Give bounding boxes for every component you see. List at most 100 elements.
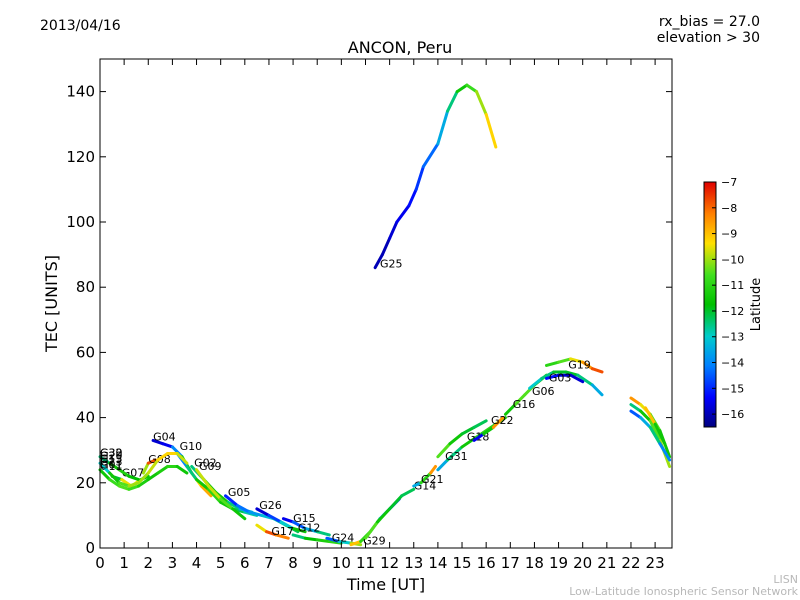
series-segment: [448, 432, 464, 446]
y-axis-label: TEC [UNITS]: [42, 255, 61, 353]
series-segment: [325, 536, 341, 543]
series-segment: [146, 471, 160, 482]
series-segment: [195, 468, 211, 488]
series-segment: [98, 468, 112, 482]
y-tick-label: 140: [66, 83, 95, 101]
x-tick-label: 19: [549, 554, 568, 572]
series-segment: [446, 445, 464, 462]
series-segment: [643, 406, 657, 426]
series-segment: [436, 442, 452, 459]
series-segment: [629, 396, 643, 407]
series-G10: G10: [175, 440, 259, 517]
series-segment: [407, 187, 418, 208]
series-segment: [199, 484, 213, 498]
series-segment: [503, 403, 517, 416]
series-segment: [291, 520, 307, 530]
date-label: 2013/04/16: [40, 18, 121, 34]
series-segment: [429, 465, 437, 475]
series-segment: [581, 360, 594, 371]
x-tick-label: 0: [95, 554, 105, 572]
y-tick-label: 40: [76, 409, 95, 427]
series-label-G20: G20: [100, 450, 123, 463]
colorbar-tick-label: −12: [721, 305, 744, 318]
series-G09: G09: [195, 460, 247, 521]
series-segment: [540, 370, 556, 380]
x-axis-label: Time [UT]: [346, 575, 425, 594]
x-tick-label: 10: [332, 554, 351, 572]
series-segment: [108, 478, 121, 488]
series-segment: [185, 465, 199, 482]
series-segment: [629, 403, 643, 413]
credit: LISN Low-Latitude Ionospheric Sensor Net…: [569, 574, 798, 598]
x-tick-label: 22: [621, 554, 640, 572]
series-label-G01: G01: [100, 459, 123, 472]
series-label-G03: G03: [549, 372, 572, 385]
series-segment: [207, 487, 223, 504]
series-segment: [161, 442, 174, 449]
series-segment: [303, 536, 319, 542]
x-tick-label: 5: [216, 554, 226, 572]
series-segment: [373, 253, 384, 270]
series-track-28: [629, 409, 672, 462]
series-label-G21: G21: [421, 473, 444, 486]
series-segment: [231, 507, 247, 521]
series-segment: [291, 526, 307, 534]
series-label-G15: G15: [293, 512, 316, 525]
series-segment: [337, 539, 353, 545]
series-label-G29: G29: [363, 535, 386, 548]
x-tick-label: 2: [143, 554, 153, 572]
series-segment: [274, 533, 290, 540]
series-label-G32: G32: [100, 447, 123, 460]
series-segment: [455, 83, 469, 94]
series-segment: [658, 442, 672, 462]
series-segment: [564, 370, 580, 377]
series-label-G24: G24: [332, 531, 355, 544]
colorbar-tick-label: −13: [721, 331, 744, 344]
series-segment: [465, 83, 479, 94]
series-label-G04: G04: [153, 430, 176, 443]
series-segment: [472, 432, 486, 442]
y-tick-label: 0: [85, 539, 95, 557]
series-segment: [400, 487, 416, 498]
x-tick-label: 20: [573, 554, 592, 572]
series-label-G13: G13: [100, 453, 123, 466]
series-segment: [590, 367, 604, 374]
x-tick-label: 23: [646, 554, 665, 572]
series-segment: [195, 478, 211, 491]
series-label-G02: G02: [194, 457, 217, 470]
series-G17: G17: [255, 523, 294, 540]
series-segment: [175, 451, 189, 465]
bias-info: rx_bias = 27.0 elevation > 30: [657, 14, 760, 46]
series-segment: [141, 461, 150, 475]
series-segment: [513, 393, 527, 407]
chart-title: ANCON, Peru: [347, 38, 453, 57]
series-segment: [224, 494, 240, 508]
series-segment: [639, 416, 652, 429]
series-track-29: [643, 406, 667, 446]
series-G19: G19: [544, 357, 604, 374]
series-segment: [226, 500, 242, 511]
series-segment: [117, 468, 131, 478]
y-tick-label: 80: [76, 278, 95, 296]
series-segment: [267, 513, 283, 524]
series-segment: [146, 458, 160, 475]
series-segment: [528, 376, 544, 390]
series-segment: [291, 533, 307, 540]
series-segment: [151, 438, 165, 446]
elevation-text: elevation > 30: [656, 30, 760, 46]
x-tick-label: 6: [240, 554, 250, 572]
series-G06: G06: [528, 370, 604, 398]
series-segment: [629, 409, 643, 420]
x-tick-label: 1: [119, 554, 129, 572]
series-segment: [380, 236, 392, 257]
series-segment: [484, 112, 498, 149]
series-segment: [653, 422, 667, 446]
series-segment: [349, 539, 363, 547]
series-segment: [388, 220, 399, 240]
series-segment: [482, 425, 495, 436]
x-tick-label: 17: [501, 554, 520, 572]
series-segment: [395, 204, 411, 224]
x-tick-label: 15: [452, 554, 471, 572]
colorbar: −7 −8 −9 −10 −11 −12 −13 −14 −15 −16 Latitude: [703, 176, 764, 428]
